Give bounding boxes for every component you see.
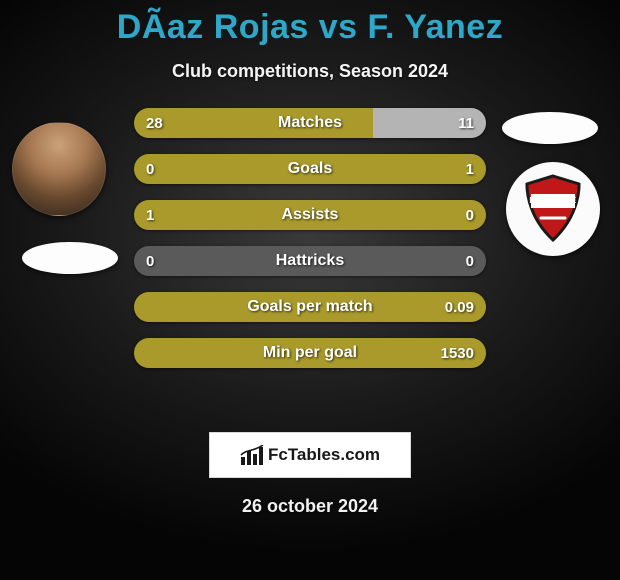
stat-value-left: 28	[146, 108, 163, 138]
stat-value-left: 0	[146, 154, 154, 184]
player2-team-logo	[502, 112, 598, 144]
stat-value-left: 0	[146, 246, 154, 276]
stat-bar: Matches2811	[134, 108, 486, 138]
stat-bar-left-seg	[134, 108, 373, 138]
shield-icon: ÑUBLENSE	[523, 174, 583, 244]
stat-bars: Matches2811Goals01Assists10Hattricks00Go…	[134, 108, 486, 384]
stat-value-right: 0	[466, 246, 474, 276]
branding-text: FcTables.com	[268, 445, 380, 465]
player2-block: ÑUBLENSE	[506, 162, 600, 256]
bars-icon	[240, 445, 264, 465]
player1-block	[12, 122, 106, 216]
stat-value-right: 11	[458, 108, 474, 138]
stat-value-right: 1530	[441, 338, 474, 368]
stat-bar-left-seg	[134, 200, 486, 230]
stat-bar: Min per goal1530	[134, 338, 486, 368]
stat-bar-right-seg	[134, 338, 486, 368]
stat-bar-right-seg	[134, 292, 486, 322]
player2-club-badge: ÑUBLENSE	[506, 162, 600, 256]
subtitle: Club competitions, Season 2024	[0, 61, 620, 82]
stat-bar: Assists10	[134, 200, 486, 230]
stat-bar: Goals per match0.09	[134, 292, 486, 322]
stat-bar: Goals01	[134, 154, 486, 184]
date-text: 26 october 2024	[0, 496, 620, 517]
stat-value-right: 0.09	[445, 292, 474, 322]
player1-avatar	[12, 122, 106, 216]
stat-value-left: 1	[146, 200, 154, 230]
stat-value-right: 0	[466, 200, 474, 230]
stat-bar-right-seg	[134, 154, 486, 184]
stat-value-right: 1	[466, 154, 474, 184]
player1-team-logo	[22, 242, 118, 274]
branding-box: FcTables.com	[209, 432, 411, 478]
comparison-arena: ÑUBLENSE Matches2811Goals01Assists10Hatt…	[0, 122, 620, 422]
page-title: DÃ­az Rojas vs F. Yanez	[0, 8, 620, 47]
shield-label: ÑUBLENSE	[523, 196, 583, 205]
stat-bar: Hattricks00	[134, 246, 486, 276]
